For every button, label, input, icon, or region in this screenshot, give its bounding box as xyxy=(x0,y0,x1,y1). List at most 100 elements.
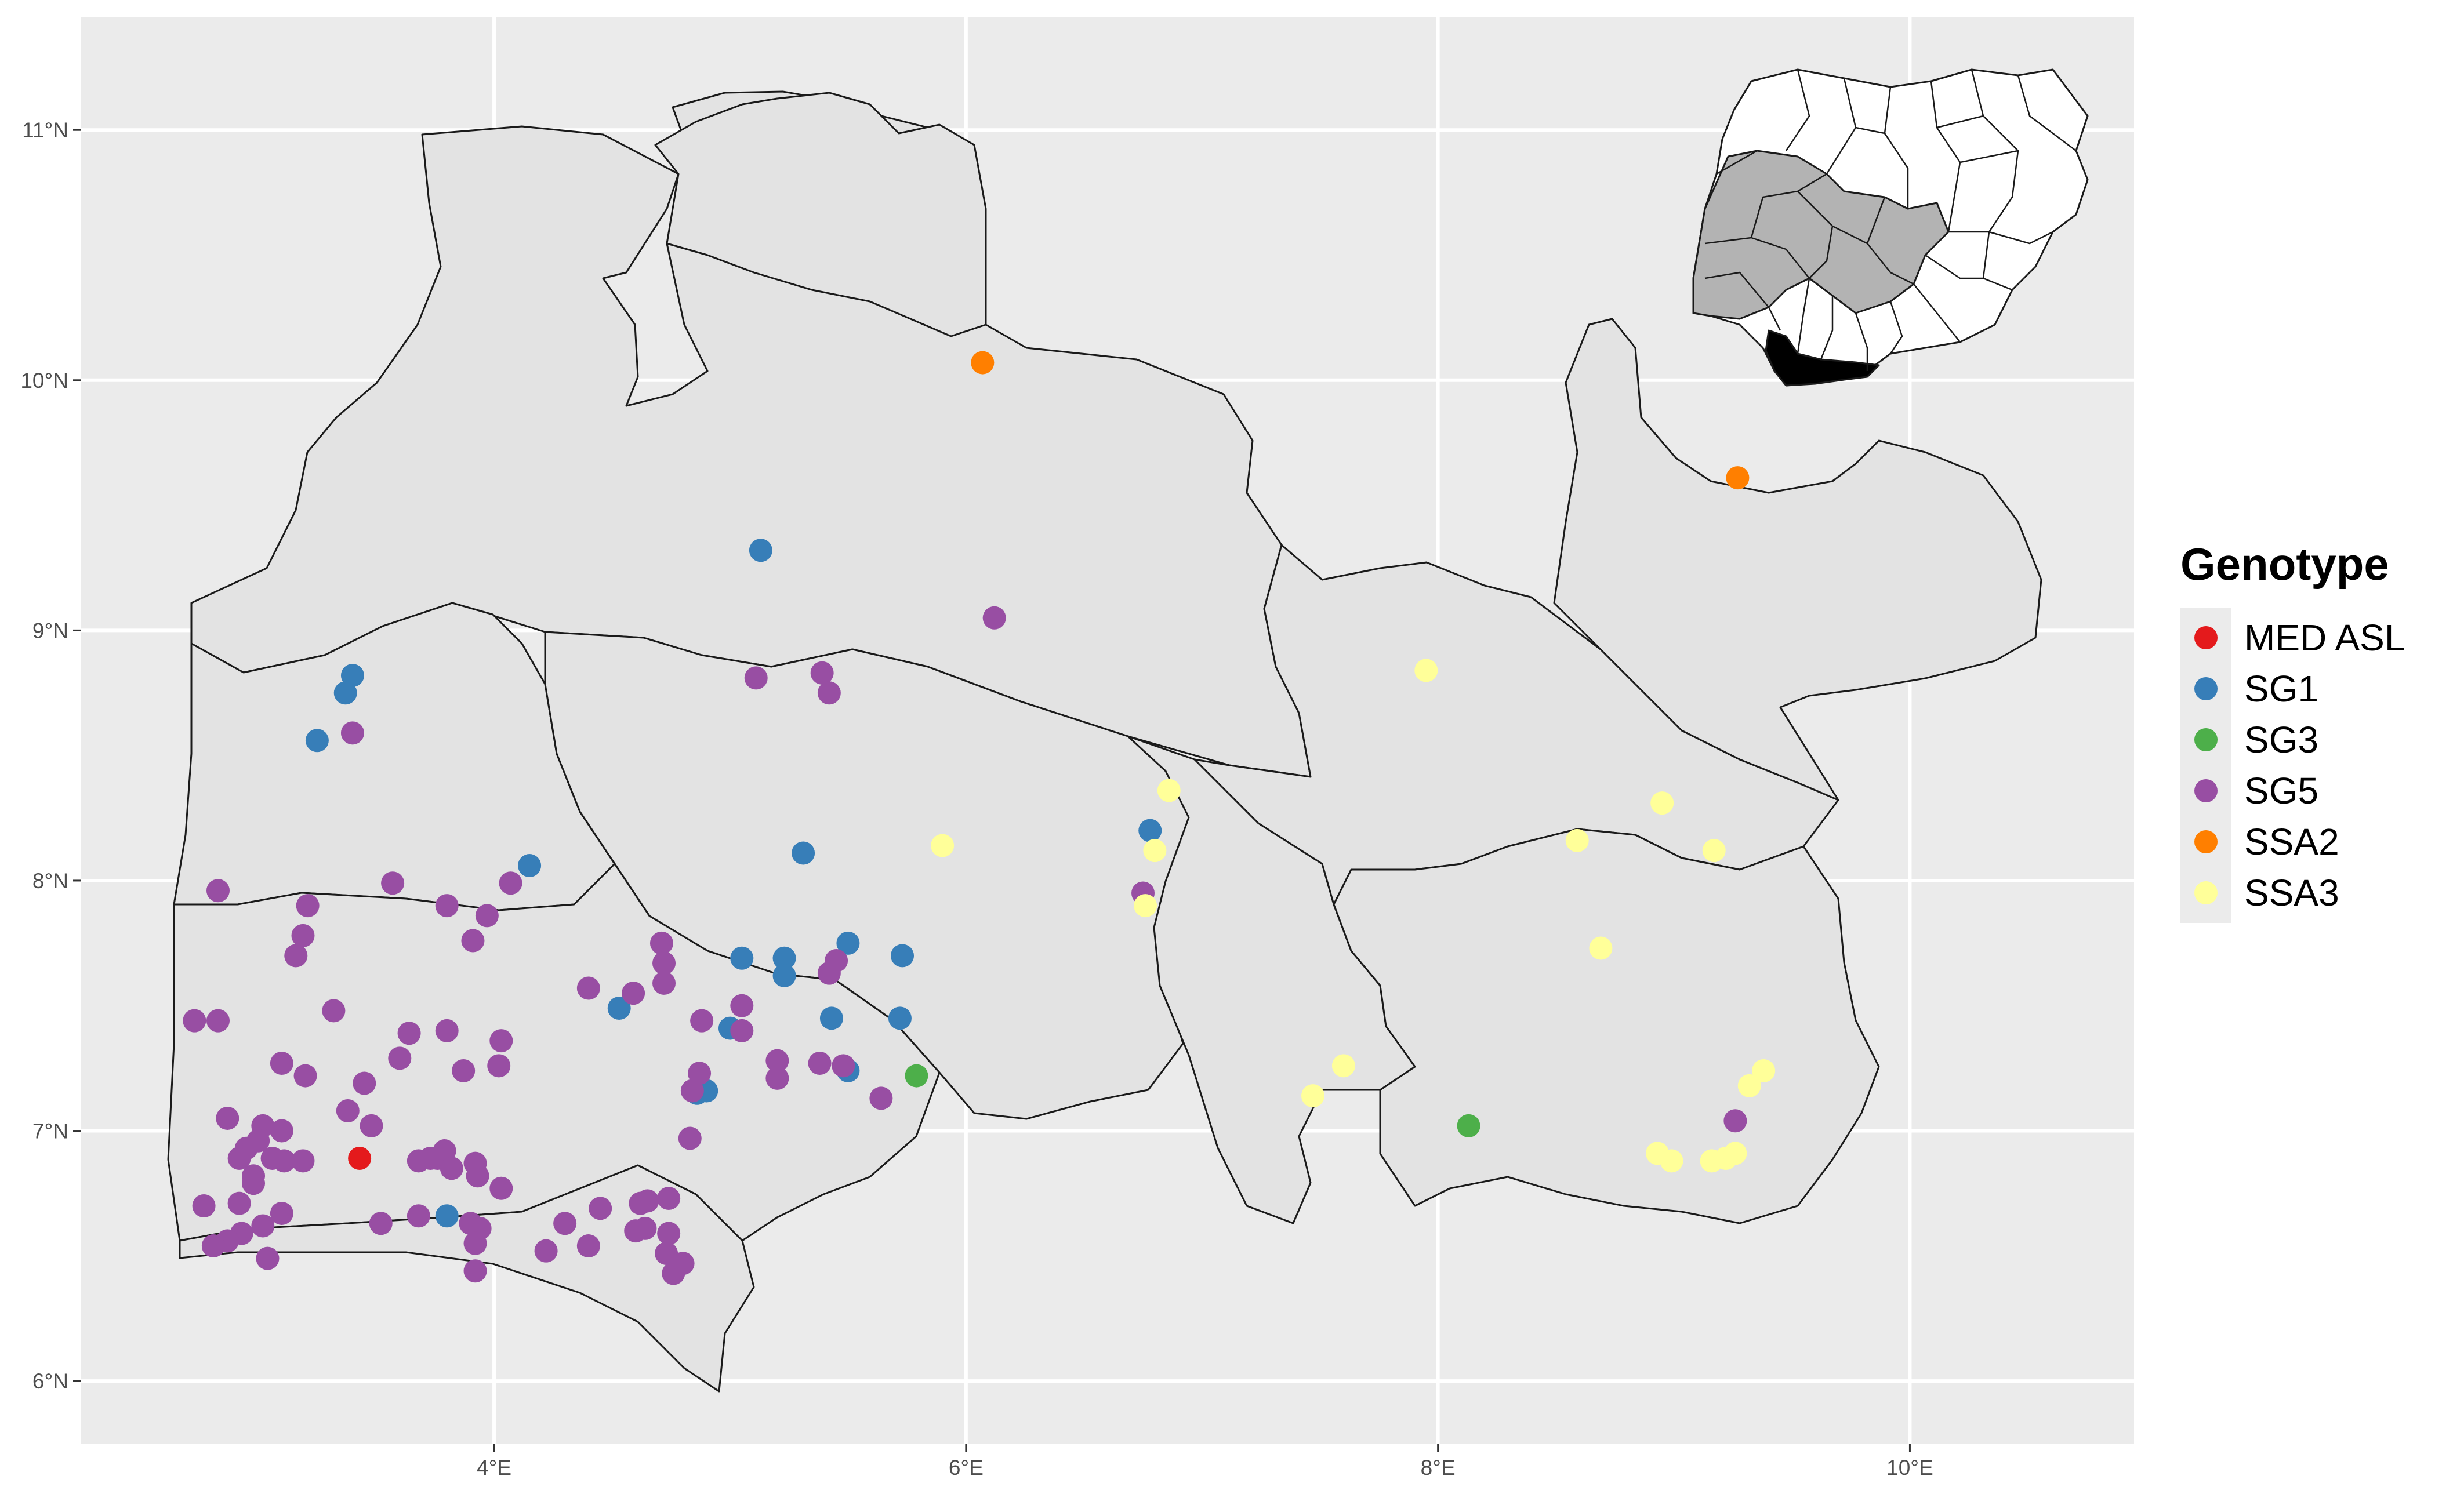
legend-key-ssa3 xyxy=(2194,881,2218,904)
point-sg5 xyxy=(678,1126,702,1150)
x-tick-label: 8°E xyxy=(1421,1456,1456,1480)
point-ssa3 xyxy=(1650,791,1674,815)
legend-key-sg3 xyxy=(2194,728,2218,751)
point-ssa3 xyxy=(1565,828,1589,852)
point-sg5 xyxy=(744,666,768,690)
point-sg5 xyxy=(576,1234,600,1258)
point-sg5 xyxy=(534,1239,558,1263)
point-sg5 xyxy=(817,961,841,985)
point-sg5 xyxy=(730,1019,754,1042)
point-sg5 xyxy=(652,971,676,995)
point-ssa3 xyxy=(931,834,955,857)
point-sg5 xyxy=(256,1246,280,1270)
point-sg5 xyxy=(688,1062,712,1085)
point-med-asl xyxy=(348,1147,372,1170)
point-sg5 xyxy=(353,1071,376,1095)
region-north-west-upper xyxy=(654,92,987,337)
point-ssa3 xyxy=(1737,1074,1761,1097)
point-ssa3 xyxy=(1589,936,1613,960)
point-sg5 xyxy=(284,944,308,968)
point-sg5 xyxy=(397,1022,421,1045)
point-sg5 xyxy=(227,1191,251,1215)
point-sg5 xyxy=(206,1009,230,1033)
y-tick-label: 9°N xyxy=(32,619,68,642)
point-sg3 xyxy=(1457,1114,1480,1137)
y-tick-label: 10°N xyxy=(20,369,68,392)
point-sg5 xyxy=(589,1197,612,1220)
point-sg5 xyxy=(553,1212,577,1235)
point-sg5 xyxy=(381,871,405,895)
point-sg1 xyxy=(888,1006,912,1030)
inset-state-borders xyxy=(1704,69,2077,371)
point-ssa3 xyxy=(1414,659,1438,682)
y-tick-label: 11°N xyxy=(22,118,68,142)
point-ssa2 xyxy=(971,351,995,375)
point-sg1 xyxy=(333,681,357,705)
point-sg5 xyxy=(216,1106,239,1130)
point-sg5 xyxy=(291,1149,315,1173)
point-sg1 xyxy=(518,854,542,878)
point-sg5 xyxy=(622,982,645,1005)
point-sg1 xyxy=(1138,819,1162,842)
point-sg5 xyxy=(810,661,834,685)
point-sg5 xyxy=(649,931,673,955)
point-sg1 xyxy=(607,997,631,1020)
point-sg5 xyxy=(251,1214,275,1238)
point-sg5 xyxy=(489,1029,513,1053)
point-sg1 xyxy=(749,539,772,562)
point-sg5 xyxy=(869,1086,893,1110)
point-sg1 xyxy=(891,944,914,968)
legend-title: Genotype xyxy=(2180,539,2389,590)
point-ssa2 xyxy=(1726,466,1750,490)
point-sg5 xyxy=(192,1194,216,1217)
x-tick-label: 10°E xyxy=(1886,1456,1933,1480)
point-sg5 xyxy=(369,1212,393,1235)
point-sg5 xyxy=(662,1262,685,1285)
point-sg5 xyxy=(322,999,346,1023)
point-sg1 xyxy=(772,946,796,970)
legend-label: SG3 xyxy=(2244,719,2318,761)
point-sg1 xyxy=(730,946,754,970)
point-sg5 xyxy=(291,924,315,947)
point-sg5 xyxy=(227,1147,251,1170)
legend-key-med-asl xyxy=(2194,626,2218,649)
legend-key-sg5 xyxy=(2194,779,2218,802)
point-sg5 xyxy=(270,1201,293,1225)
point-sg1 xyxy=(340,664,364,688)
point-sg5 xyxy=(466,1164,489,1188)
point-ssa3 xyxy=(1331,1054,1355,1078)
point-sg5 xyxy=(680,1079,704,1103)
point-sg5 xyxy=(463,1259,487,1283)
point-sg5 xyxy=(817,681,841,705)
point-sg5 xyxy=(1723,1109,1747,1133)
point-ssa3 xyxy=(1301,1084,1324,1108)
point-sg5 xyxy=(272,1149,296,1173)
point-sg1 xyxy=(836,931,860,955)
point-ssa3 xyxy=(1134,894,1157,918)
point-sg5 xyxy=(730,994,754,1017)
state-regions xyxy=(167,90,2042,1393)
point-sg5 xyxy=(293,1064,317,1088)
legend-label: SG1 xyxy=(2244,668,2318,710)
point-sg5 xyxy=(765,1066,789,1090)
point-sg5 xyxy=(201,1234,225,1258)
y-tick-label: 7°N xyxy=(32,1119,68,1143)
point-sg5 xyxy=(270,1119,293,1143)
point-sg5 xyxy=(461,929,485,953)
point-sg5 xyxy=(388,1046,412,1070)
point-sg5 xyxy=(206,879,230,903)
point-sg5 xyxy=(463,1231,487,1255)
point-sg5 xyxy=(576,976,600,1000)
inset-highlight-states xyxy=(1692,150,1950,320)
axis-ticks: 4°E 6°E 8°E 10°E 6°N 7°N 8°N 9°N 10°N 11°N xyxy=(20,118,1933,1480)
point-sg5 xyxy=(360,1114,383,1137)
point-sg5 xyxy=(440,1157,463,1180)
region-southeast xyxy=(1333,828,1880,1224)
point-sg5 xyxy=(452,1059,476,1082)
point-sg5 xyxy=(407,1204,430,1228)
point-sg5 xyxy=(336,1099,360,1122)
point-sg1 xyxy=(772,964,796,987)
region-north-central-west xyxy=(190,90,1312,778)
inset-map xyxy=(1692,68,2089,387)
